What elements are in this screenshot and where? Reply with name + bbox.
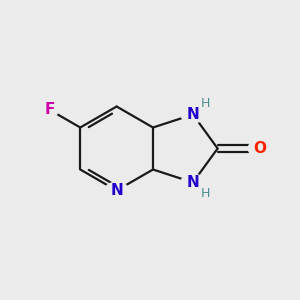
Ellipse shape [40,102,58,118]
Text: N: N [187,107,199,122]
Text: N: N [110,183,123,198]
Text: H: H [200,188,210,200]
Ellipse shape [181,174,205,191]
Ellipse shape [248,140,271,157]
Text: F: F [44,102,55,117]
Ellipse shape [105,182,129,199]
Text: H: H [200,97,210,110]
Text: N: N [187,175,199,190]
Ellipse shape [181,106,205,123]
Text: O: O [253,141,266,156]
